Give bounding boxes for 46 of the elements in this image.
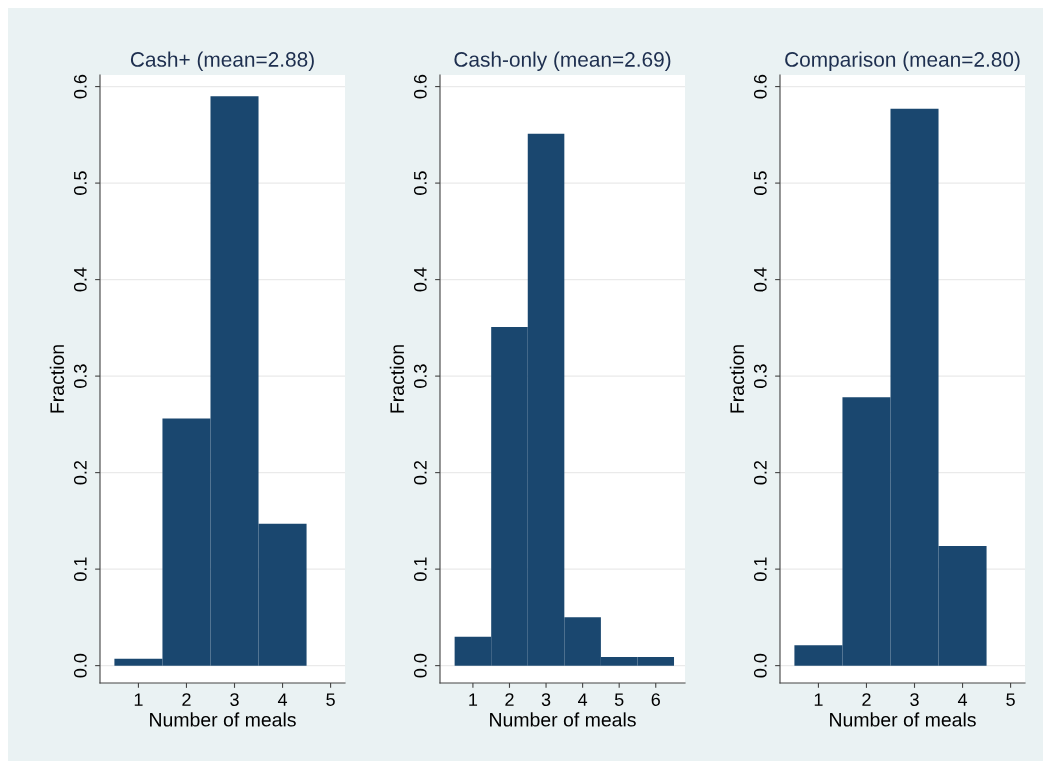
- x-tick-label: 2: [182, 693, 191, 706]
- x-tick-label: 1: [469, 693, 478, 706]
- y-tick-label: 0.2: [413, 460, 427, 485]
- x-tick-label: 1: [134, 693, 143, 706]
- y-tick-label: 0.3: [413, 364, 427, 388]
- y-tick-label: 0.1: [753, 557, 767, 581]
- y-tick-label: 0.4: [73, 267, 87, 292]
- x-tick-label: 3: [541, 693, 551, 706]
- x-tick-label: 3: [910, 693, 919, 706]
- chart-title: Cash+ (mean=2.88): [130, 51, 314, 71]
- x-tick-label: 4: [277, 693, 288, 706]
- y-tick-label: 0.0: [753, 653, 767, 678]
- x-axis-title: Number of meals: [830, 712, 976, 727]
- x-tick-label: 2: [505, 693, 514, 706]
- y-tick-label: 0.6: [753, 74, 767, 99]
- y-tick-label: 0.1: [413, 557, 427, 581]
- y-tick-label: 0.3: [73, 364, 87, 388]
- y-tick-label: 0.2: [73, 460, 87, 485]
- y-tick-label: 0.2: [753, 460, 767, 485]
- y-tick-label: 0.3: [753, 364, 767, 388]
- y-tick-label: 0.4: [413, 267, 427, 292]
- y-tick-label: 0.5: [753, 171, 767, 195]
- y-tick-label: 0.1: [73, 557, 87, 581]
- x-tick-label: 6: [651, 693, 660, 706]
- x-axis-title: Number of meals: [150, 712, 296, 727]
- y-tick-label: 0.6: [413, 74, 427, 99]
- x-tick-label: 4: [957, 693, 968, 706]
- y-tick-label: 0.4: [753, 267, 767, 292]
- x-tick-label: 2: [862, 693, 871, 706]
- chart-title: Comparison (mean=2.80): [785, 51, 1020, 71]
- x-tick-label: 4: [578, 693, 588, 706]
- y-tick-label: 0.0: [413, 653, 427, 678]
- y-tick-label: 0.0: [73, 653, 87, 678]
- x-axis-title: Number of meals: [490, 712, 636, 727]
- x-tick-label: 5: [326, 693, 335, 706]
- y-tick-label: 0.5: [413, 171, 427, 195]
- y-axis-title: Fraction: [49, 345, 65, 413]
- chart-title: Cash-only (mean=2.69): [454, 51, 671, 71]
- y-tick-label: 0.6: [73, 74, 87, 99]
- x-tick-label: 1: [814, 693, 823, 706]
- x-tick-label: 3: [230, 693, 239, 706]
- y-axis-title: Fraction: [729, 345, 745, 413]
- y-axis-title: Fraction: [389, 345, 405, 413]
- x-tick-label: 5: [614, 693, 624, 706]
- y-tick-label: 0.5: [73, 171, 87, 195]
- x-tick-label: 5: [1006, 693, 1015, 706]
